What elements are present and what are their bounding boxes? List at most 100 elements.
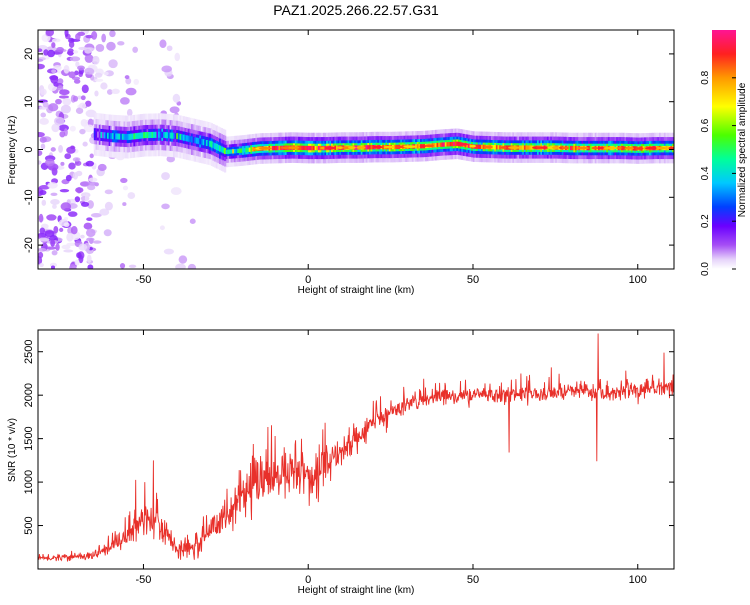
colorbar-tick-label: 0.6 — [700, 118, 711, 132]
spectrogram-noise-blob — [72, 95, 79, 102]
spectrogram-noise-blob — [106, 41, 116, 51]
spectrogram-ridge-cell — [113, 133, 116, 140]
spectrogram-noise-blob — [46, 246, 57, 250]
spectrogram-noise-blob — [166, 45, 173, 52]
spectrogram-ridge-cell — [98, 131, 102, 138]
spectrogram-noise-blob — [161, 172, 170, 180]
colorbar: 0.0 0.2 0.4 0.6 0.8 Normalized spectral ampl… — [700, 30, 748, 276]
spectrogram-ridge-cell — [240, 148, 243, 153]
spectrogram-noise-blob — [169, 106, 180, 114]
spectrogram-noise-blob — [85, 100, 92, 107]
spectrogram-noise-blob — [85, 228, 96, 238]
spectrogram-ridge-cell — [166, 132, 169, 139]
spectrogram-ridge-cell — [95, 131, 98, 138]
spectrogram-noise-blob — [79, 128, 86, 135]
spectrogram-ridge-cell — [120, 133, 123, 140]
spectrogram-ridge-cell — [479, 144, 482, 149]
spectrogram-ridge-cell — [382, 144, 385, 150]
spectrogram-ridge-cell — [449, 141, 452, 147]
spectrogram-noise-blob — [174, 52, 181, 62]
spectrogram-noise-blob — [50, 265, 56, 269]
spectrogram-noise-blob — [70, 226, 78, 235]
spectrogram-noise-blob — [86, 217, 93, 222]
spectrogram-ridge-cell — [233, 149, 237, 154]
spectrogram-ridge-cell — [416, 144, 420, 149]
spectrogram-noise-blob — [187, 263, 197, 269]
spectrogram-noise-blob — [89, 153, 94, 159]
spectrogram-ridge-cell — [195, 137, 199, 144]
spectrogram-hotspot — [624, 146, 635, 150]
spectrogram-noise-blob — [109, 30, 116, 38]
spectrogram-noise-blob — [108, 59, 118, 69]
spectrogram-noise-blob — [103, 71, 109, 76]
spectrogram-ridge-cell — [495, 145, 499, 150]
spectrogram-noise-blob — [62, 98, 72, 106]
spectrogram-ridge-cell — [143, 132, 146, 139]
spectrogram-noise-blob — [122, 202, 127, 206]
spectrogram-ridge-cell — [130, 133, 133, 140]
snr-y-label: SNR (10 * v/v) — [7, 418, 18, 482]
spectrogram-hotspot — [508, 146, 521, 149]
spectrogram-ridge-cell — [207, 140, 210, 147]
spectrogram-ridge-cell — [299, 145, 303, 150]
spectrogram-noise-blob — [69, 56, 81, 62]
spectrogram-noise-blob — [133, 78, 140, 86]
spectrogram-noise-blob — [53, 225, 59, 234]
spectrogram-noise-blob — [50, 199, 60, 205]
spectrogram-noise-blob — [68, 71, 76, 79]
spectrogram-noise-blob — [39, 118, 49, 125]
spectrogram-ridge-cell — [167, 132, 171, 139]
spectrogram-ridge-cell — [138, 132, 141, 139]
spectrogram-noise-blob — [48, 103, 59, 112]
spectrogram-noise-blob — [40, 143, 46, 150]
spectrogram-hotspot — [337, 146, 344, 150]
snr-x-tick-label: 50 — [467, 574, 479, 586]
spectrogram-ridge-cell — [527, 145, 530, 150]
spectrogram-noise-blob — [124, 75, 130, 80]
spectrogram-hotspot — [424, 144, 435, 148]
spectrogram-ridge-cell — [520, 145, 523, 150]
spectrogram-noise-blob — [58, 95, 70, 99]
spectrogram-hotspot — [288, 146, 300, 150]
snr-x-tick-label: -50 — [135, 574, 151, 586]
spectrogram-noise-blob — [40, 112, 47, 118]
spectrogram-ridge-cell — [247, 147, 250, 153]
spectrogram-hotspot — [609, 146, 618, 150]
spectrogram-ridge-cell — [164, 132, 167, 139]
spectrogram-noise-blob — [59, 227, 64, 233]
spectrogram-ridge-cell — [444, 142, 448, 147]
spectrogram-ridge-cell — [230, 149, 233, 154]
spectrogram-ridge-layer — [93, 112, 674, 173]
spectrogram-noise-blob — [72, 172, 79, 180]
spectrogram-ridge-cell — [215, 144, 218, 151]
spectrogram-noise-blob — [90, 212, 102, 218]
spectrogram-noise-blob — [125, 87, 137, 96]
spectrogram-hotspot — [323, 146, 336, 150]
spectrogram-ridge-cell — [275, 145, 278, 151]
colorbar-label: Normalized spectral amplitude — [737, 82, 748, 217]
spectrogram-ridge-cell — [238, 148, 242, 153]
spectrogram-ridge-cell — [176, 133, 179, 140]
snr-series-line — [38, 333, 674, 562]
spectrogram-ridge-cell — [228, 149, 232, 154]
colorbar-ticks: 0.0 0.2 0.4 0.6 0.8 — [700, 70, 736, 276]
spectrogram-noise-blob — [39, 189, 47, 196]
spectrogram-hotspot — [372, 145, 383, 149]
spectrogram-noise-blob — [68, 162, 76, 170]
spectrogram-x-tick-label: 100 — [629, 274, 647, 286]
spectrogram-ridge-cell — [525, 145, 528, 150]
spectrogram-noise-blob — [100, 82, 108, 90]
spectrogram-ridge-cell — [121, 133, 125, 140]
spectrogram-y-tick-label: 0 — [23, 146, 35, 152]
spectrogram-noise-blob — [104, 201, 113, 211]
spectrogram-noise-blob — [65, 174, 72, 182]
spectrogram-noise-blob — [63, 249, 74, 253]
snr-y-ticks: 500 1000 1500 2000 2500 — [23, 339, 674, 535]
spectrogram-noise-blob — [189, 218, 196, 224]
spectrogram-noise-blob — [86, 237, 95, 242]
spectrogram-noise-blob — [77, 65, 85, 71]
spectrogram-ridge-cell — [278, 145, 281, 151]
spectrogram-noise-blob — [85, 160, 95, 167]
spectrogram-noise-blob — [38, 256, 43, 265]
snr-panel: -50 0 50 100 500 1000 1500 2000 2500 Height of … — [7, 329, 675, 596]
